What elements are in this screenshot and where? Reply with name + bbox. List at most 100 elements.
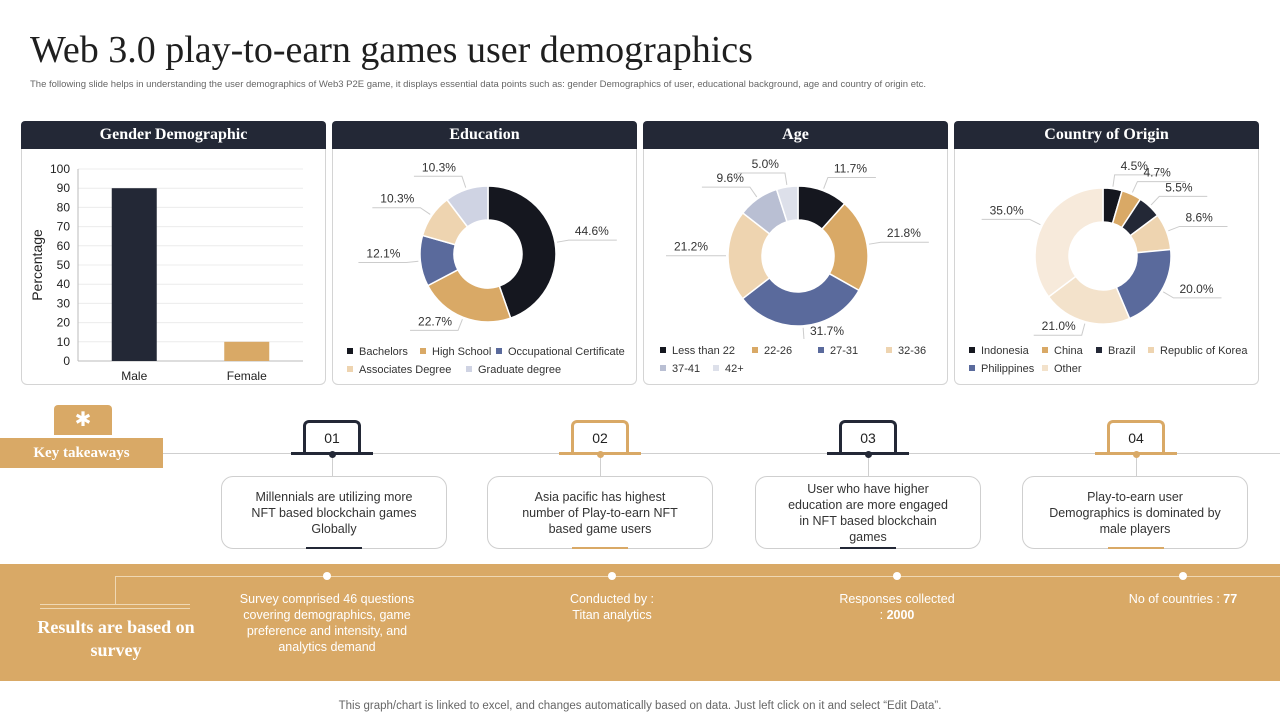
legend-label: Other <box>1054 363 1082 375</box>
slice-label: 21.2% <box>674 240 708 254</box>
footer-note: This graph/chart is linked to excel, and… <box>338 700 942 712</box>
y-tick-label: 50 <box>57 258 71 272</box>
legend-label: 32-36 <box>898 345 927 357</box>
survey-dot-2 <box>608 572 616 580</box>
leader-line <box>701 186 758 198</box>
survey-timeline-drop <box>115 576 116 604</box>
x-tick-label: Female <box>227 369 267 383</box>
survey-item-4: No of countries : 77 <box>1128 591 1238 607</box>
leader-line <box>1131 181 1186 193</box>
survey-item-4-prefix: No of countries : <box>1128 592 1220 606</box>
legend-swatch <box>969 347 975 353</box>
y-tick-label: 40 <box>57 277 71 291</box>
legend-item: Less than 22 <box>660 345 735 357</box>
legend-item: High School <box>420 346 491 358</box>
country-legend: Indonesia China Brazil Republic of Korea Phi… <box>969 345 1259 379</box>
legend-swatch <box>886 347 892 353</box>
legend-swatch <box>660 347 666 353</box>
education-donut-chart: 44.6% 22.7% 12.1% 10.3% 10.3% <box>358 160 617 331</box>
legend-swatch <box>818 347 824 353</box>
takeaway-number-4: 04 <box>1107 420 1165 454</box>
takeaway-card-2: Asia pacific has highest number of Play-… <box>487 476 713 549</box>
x-tick-label: Male <box>121 369 147 383</box>
y-tick-label: 80 <box>57 200 71 214</box>
legend-item: China <box>1042 345 1083 357</box>
page-title: Web 3.0 play-to-earn games user demograp… <box>30 29 753 71</box>
slice-1 <box>426 268 512 323</box>
slice-label: 8.6% <box>1185 210 1213 224</box>
y-tick-label: 100 <box>50 162 70 176</box>
leader-line <box>358 260 419 263</box>
results-label: Results are based on survey <box>37 617 195 660</box>
slice-label: 10.3% <box>380 192 414 206</box>
takeaway-dot-4 <box>1133 451 1140 458</box>
legend-item: Republic of Korea <box>1148 345 1247 357</box>
legend-label: Graduate degree <box>478 364 562 376</box>
y-axis-label: Percentage <box>29 229 45 301</box>
slice-label: 22.7% <box>418 314 452 328</box>
leader-line <box>410 318 463 331</box>
slice-label: 5.0% <box>752 157 780 171</box>
legend-swatch <box>347 348 353 354</box>
survey-item-1: Survey comprised 46 questions covering d… <box>239 592 415 654</box>
takeaway-accent-1 <box>306 547 362 549</box>
leader-line <box>736 172 788 185</box>
survey-separator-bottom <box>40 608 190 609</box>
legend-swatch <box>496 348 502 354</box>
legend-item: Graduate degree <box>466 364 561 376</box>
survey-item-3: Responses collected : 2000 <box>837 591 957 623</box>
takeaway-number-2: 02 <box>571 420 629 454</box>
takeaway-dot-2 <box>597 451 604 458</box>
slice-label: 4.5% <box>1121 159 1149 173</box>
legend-label: Republic of Korea <box>1160 345 1248 357</box>
legend-item: Indonesia <box>969 345 1029 357</box>
age-panel-header: Age <box>643 121 948 149</box>
legend-item: Bachelors <box>347 346 408 358</box>
age-donut-chart: 11.7% 21.8% 31.7% 21.2% 9.6% 5.0% <box>666 157 929 339</box>
legend-swatch <box>969 365 975 371</box>
takeaway-dot-1 <box>329 451 336 458</box>
takeaway-stem-2 <box>600 458 601 476</box>
survey-item-3-prefix: Responses collected : <box>839 592 955 622</box>
legend-swatch <box>1042 347 1048 353</box>
legend-label: Associates Degree <box>359 364 452 376</box>
takeaway-text-4: Play-to-earn user Demographics is domina… <box>1049 489 1221 536</box>
takeaway-accent-3 <box>840 547 896 549</box>
bar-male <box>111 188 157 361</box>
legend-item: Philippines <box>969 363 1034 375</box>
takeaway-card-4: Play-to-earn user Demographics is domina… <box>1022 476 1248 549</box>
legend-swatch <box>752 347 758 353</box>
legend-label: Philippines <box>981 363 1035 375</box>
leader-line <box>868 241 929 245</box>
takeaway-text-2: Asia pacific has highest number of Play-… <box>522 489 678 536</box>
takeaway-stem-4 <box>1136 458 1137 476</box>
legend-label: High School <box>432 346 492 358</box>
legend-label: Indonesia <box>981 345 1029 357</box>
legend-label: 37-41 <box>672 363 701 375</box>
survey-item-2-prefix: Conducted by : <box>569 592 655 606</box>
leader-line <box>372 207 431 215</box>
slice-label: 31.7% <box>810 324 844 338</box>
legend-swatch <box>660 365 666 371</box>
leader-line <box>1033 323 1086 336</box>
legend-item: Associates Degree <box>347 364 451 376</box>
survey-item-2-value: Titan analytics <box>572 608 652 622</box>
slice-label: 5.5% <box>1165 180 1193 194</box>
bar-female <box>224 341 270 361</box>
legend-label: Brazil <box>1108 345 1136 357</box>
survey-dot-3 <box>893 572 901 580</box>
y-tick-label: 90 <box>57 181 71 195</box>
slice-label: 20.0% <box>1179 282 1213 296</box>
leader-line <box>823 177 876 189</box>
y-tick-label: 10 <box>57 335 71 349</box>
legend-swatch <box>347 366 353 372</box>
survey-separator-top <box>40 604 190 605</box>
slice-4 <box>445 185 489 228</box>
takeaways-timeline <box>163 453 1280 454</box>
leader-line <box>413 175 467 188</box>
survey-item-4-value: 77 <box>1223 592 1238 606</box>
legend-item: Brazil <box>1096 345 1136 357</box>
slice-5 <box>775 185 799 223</box>
slice-label: 12.1% <box>366 246 400 260</box>
gender-panel-header: Gender Demographic <box>21 121 326 149</box>
